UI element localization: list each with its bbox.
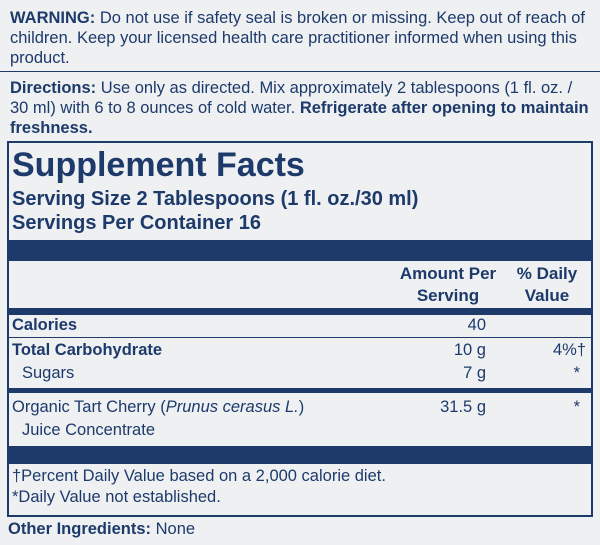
row-name: Organic Tart Cherry (Prunus cerasus L.) [12,397,304,417]
row-amount: 10 g [453,341,486,359]
row-line [9,337,591,338]
row-name: Sugars [22,364,75,382]
other-label: Other Ingredients: [8,520,152,538]
servings-per-container: Servings Per Container 16 [12,212,261,234]
thick-bar [9,446,591,464]
row-amount: 40 [467,316,486,334]
column-header: % Daily Value [516,264,578,305]
row-name: Calories [12,316,78,334]
row-name: Juice Concentrate [22,421,155,439]
directions-label: Directions: [10,79,97,97]
warning: WARNING: Do not use if safety seal is br… [10,8,592,68]
row-amount: 7 g [463,364,486,382]
row-name-end: ) [298,398,305,416]
row-dv: 4%† [552,341,586,359]
facts-title: Supplement Facts [12,146,305,184]
thick-bar [9,240,591,261]
directions-text: Use only as directed. Mix approximately … [10,79,573,117]
footnote: †Percent Daily Value based on a 2,000 ca… [12,467,386,485]
other-ingredients: Other Ingredients: None [8,519,195,539]
row-dv: * [573,364,580,382]
warning-label: WARNING: [10,9,96,27]
directions-emphasis: Refrigerate after opening to maintain fr… [10,99,589,137]
facts-box [7,141,593,517]
warning-text: Do not use if safety seal is broken or m… [10,9,586,67]
latin-name: Prunus cerasus L. [165,398,299,416]
divider [0,71,600,72]
column-header: Amount Per Serving [399,264,497,305]
directions: Directions: Use only as directed. Mix ap… [10,78,594,138]
row-dv: * [573,398,580,416]
row-amount: 31.5 g [440,398,486,416]
row-name: Total Carbohydrate [12,341,163,359]
bar [9,388,591,393]
bar [9,308,591,315]
footnote: *Daily Value not established. [12,488,221,506]
serving-size: Serving Size 2 Tablespoons (1 fl. oz./30… [12,188,419,210]
other-text: None [155,520,196,538]
row-name-text: Organic Tart Cherry ( [12,398,166,416]
